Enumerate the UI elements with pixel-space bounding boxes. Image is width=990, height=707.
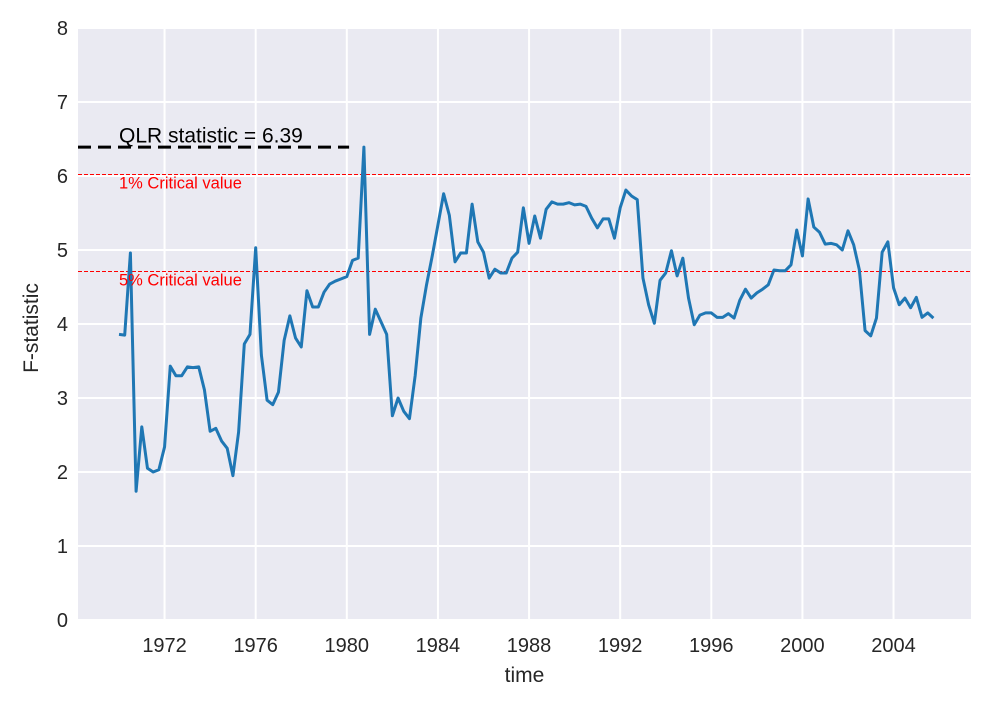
y-tick-labels: 0 1 2 3 4 5 6 7 8 xyxy=(57,18,68,632)
y-tick-label: 5 xyxy=(57,240,68,262)
y-gridlines xyxy=(78,27,971,621)
x-tick-label: 1976 xyxy=(233,635,278,657)
x-tick-label: 1980 xyxy=(325,635,370,657)
y-tick-label: 4 xyxy=(57,314,68,336)
x-tick-label: 2000 xyxy=(780,635,825,657)
qlr-annotation: QLR statistic = 6.39 xyxy=(119,125,303,148)
y-axis-label: F-statistic xyxy=(20,283,43,373)
x-tick-label: 1992 xyxy=(598,635,643,657)
y-tick-label: 6 xyxy=(57,166,68,188)
f-statistic-line xyxy=(118,145,935,493)
x-tick-label: 1972 xyxy=(142,635,187,657)
annotations: QLR statistic = 6.39 1% Critical value 5… xyxy=(119,125,303,290)
x-tick-label: 1996 xyxy=(689,635,734,657)
reference-lines xyxy=(78,145,971,272)
y-tick-label: 7 xyxy=(57,92,68,114)
y-tick-label: 1 xyxy=(57,536,68,558)
x-tick-label: 1988 xyxy=(507,635,552,657)
y-tick-label: 0 xyxy=(57,610,68,632)
y-tick-label: 3 xyxy=(57,388,68,410)
x-tick-labels: 1972 1976 1980 1984 1988 1992 1996 2000 2004 xyxy=(142,635,915,657)
x-axis-label: time xyxy=(505,664,545,687)
x-gridlines xyxy=(163,28,895,620)
critical-5pct-annotation: 5% Critical value xyxy=(119,272,242,290)
x-tick-label: 2004 xyxy=(871,635,916,657)
x-tick-label: 1984 xyxy=(416,635,461,657)
data-points xyxy=(119,147,934,492)
y-tick-label: 8 xyxy=(57,18,68,40)
y-tick-label: 2 xyxy=(57,462,68,484)
critical-1pct-annotation: 1% Critical value xyxy=(119,175,242,193)
